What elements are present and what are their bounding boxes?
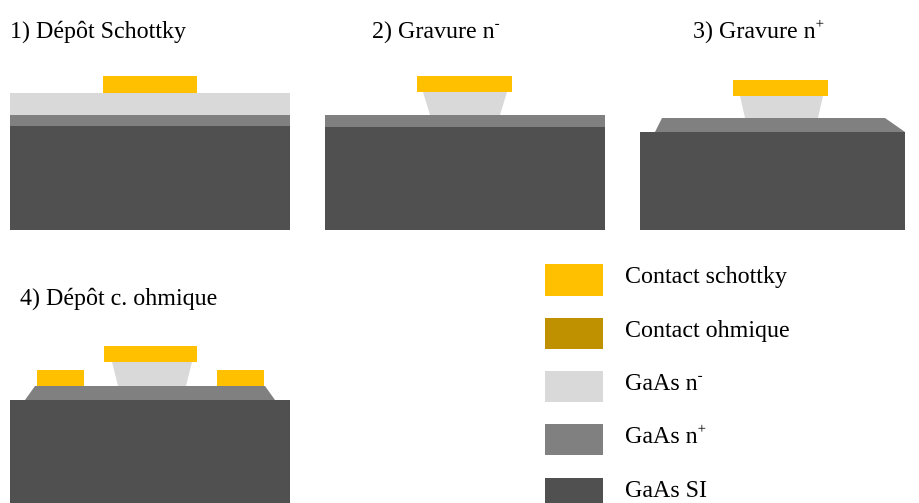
substrate xyxy=(10,126,290,230)
schottky-contact xyxy=(103,76,197,93)
legend-label: GaAs SI xyxy=(625,477,707,503)
step-title: 3) Gravure n+ xyxy=(693,16,824,44)
legend-label: Contact ohmique xyxy=(625,317,790,343)
n-minus-mesa xyxy=(740,96,823,118)
n-minus-mesa xyxy=(423,92,507,115)
legend: Contact schottky Contact ohmique GaAs n-… xyxy=(545,263,790,503)
schottky-contact xyxy=(733,80,828,96)
substrate xyxy=(10,400,290,503)
schottky-contact xyxy=(104,346,197,362)
legend-swatch xyxy=(545,264,603,296)
step-3 xyxy=(640,80,905,230)
legend-label: GaAs n+ xyxy=(625,421,706,449)
n-plus-layer xyxy=(10,115,290,126)
legend-swatch xyxy=(545,318,603,349)
n-plus-mesa xyxy=(655,118,905,132)
legend-swatch xyxy=(545,371,603,402)
n-minus-mesa xyxy=(112,362,192,386)
ohmic-contact xyxy=(37,370,84,386)
ohmic-contact xyxy=(217,370,264,386)
step-title: 4) Dépôt c. ohmique xyxy=(20,285,217,311)
n-plus-mesa xyxy=(25,386,275,400)
substrate xyxy=(640,132,905,230)
step-title: 1) Dépôt Schottky xyxy=(10,18,186,44)
legend-swatch xyxy=(545,424,603,455)
step-4 xyxy=(10,346,290,503)
substrate xyxy=(325,127,605,230)
schottky-contact xyxy=(417,76,512,92)
legend-swatch xyxy=(545,478,603,503)
step-1 xyxy=(10,76,290,230)
n-minus-layer xyxy=(10,93,290,115)
legend-label: GaAs n- xyxy=(625,368,703,396)
n-plus-layer xyxy=(325,115,605,127)
legend-label: Contact schottky xyxy=(625,263,787,289)
step-2 xyxy=(325,76,605,230)
step-title: 2) Gravure n- xyxy=(372,16,500,44)
